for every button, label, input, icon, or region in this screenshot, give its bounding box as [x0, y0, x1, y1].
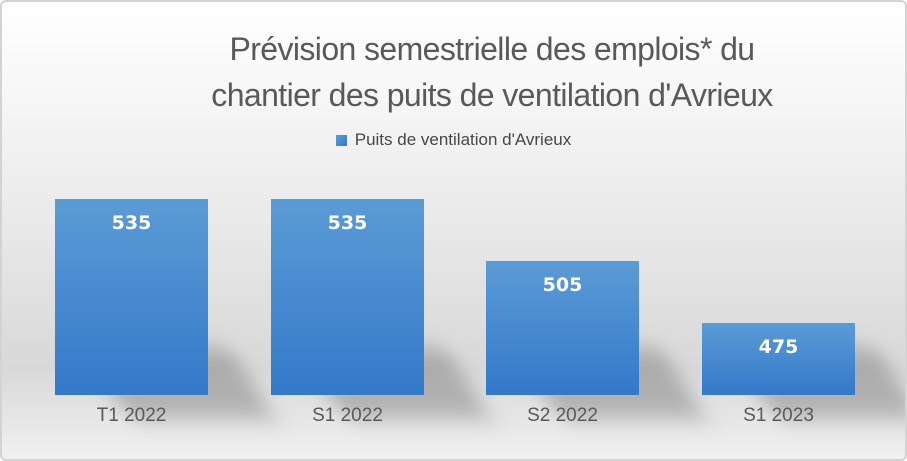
x-axis-label: S1 2022: [312, 405, 383, 426]
chart-title-line1: Prévision semestrielle des emplois* du: [229, 31, 756, 67]
bar-s2-2022: 505: [486, 261, 639, 395]
bar-value-label: 535: [327, 212, 368, 234]
chart-title: Prévision semestrielle des emplois* du c…: [62, 26, 905, 118]
chart-legend: Puits de ventilation d'Avrieux: [2, 130, 905, 150]
x-axis-label: S1 2023: [743, 405, 814, 426]
bar-value-label: 505: [542, 274, 583, 296]
x-axis-label: S2 2022: [527, 405, 598, 426]
legend-marker-icon: [335, 134, 347, 146]
legend-label: Puits de ventilation d'Avrieux: [354, 130, 572, 149]
bar-value-label: 475: [758, 336, 799, 358]
x-axis-label: T1 2022: [96, 405, 167, 426]
bar-value-label: 535: [111, 212, 152, 234]
bar-t1-2022: 535: [55, 199, 208, 395]
bar-s1-2023: 475: [702, 323, 855, 395]
chart-title-line2: chantier des puits de ventilation d'Avri…: [211, 77, 773, 113]
bar-s1-2022: 535: [271, 199, 424, 395]
